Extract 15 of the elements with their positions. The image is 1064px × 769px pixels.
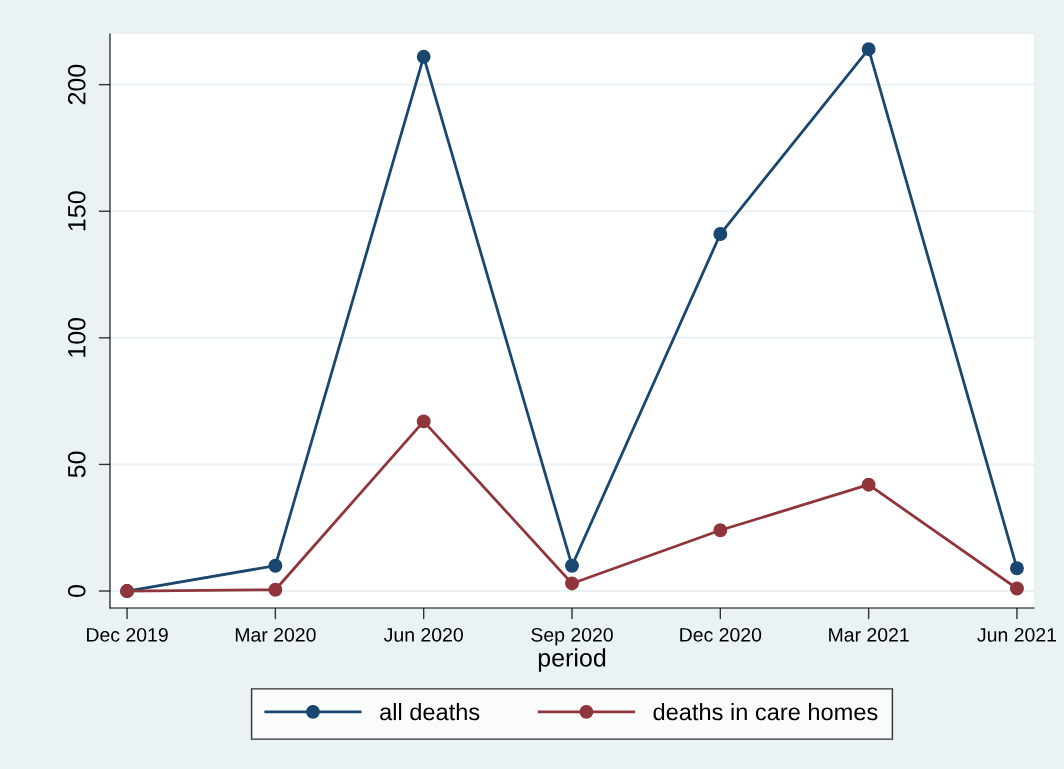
legend-label: all deaths bbox=[380, 702, 480, 721]
y-tick-label: 0 bbox=[67, 585, 86, 598]
x-tick-label: Dec 2019 bbox=[87, 627, 168, 642]
y-tick-label: 200 bbox=[67, 64, 86, 105]
legend-label: deaths in care homes bbox=[653, 702, 878, 721]
x-tick-label: Mar 2020 bbox=[235, 627, 316, 642]
x-tick-label: Jun 2020 bbox=[383, 627, 463, 642]
y-tick-label: 150 bbox=[67, 191, 86, 231]
x-tick-label: Mar 2021 bbox=[829, 627, 909, 642]
y-tick-label: 100 bbox=[67, 317, 86, 357]
y-tick-label: 50 bbox=[67, 451, 86, 478]
x-tick-label: Jun 2021 bbox=[977, 627, 1056, 642]
x-axis-title: period bbox=[538, 648, 606, 672]
x-tick-label: Dec 2020 bbox=[680, 627, 762, 642]
x-tick-label: Sep 2020 bbox=[531, 627, 613, 646]
